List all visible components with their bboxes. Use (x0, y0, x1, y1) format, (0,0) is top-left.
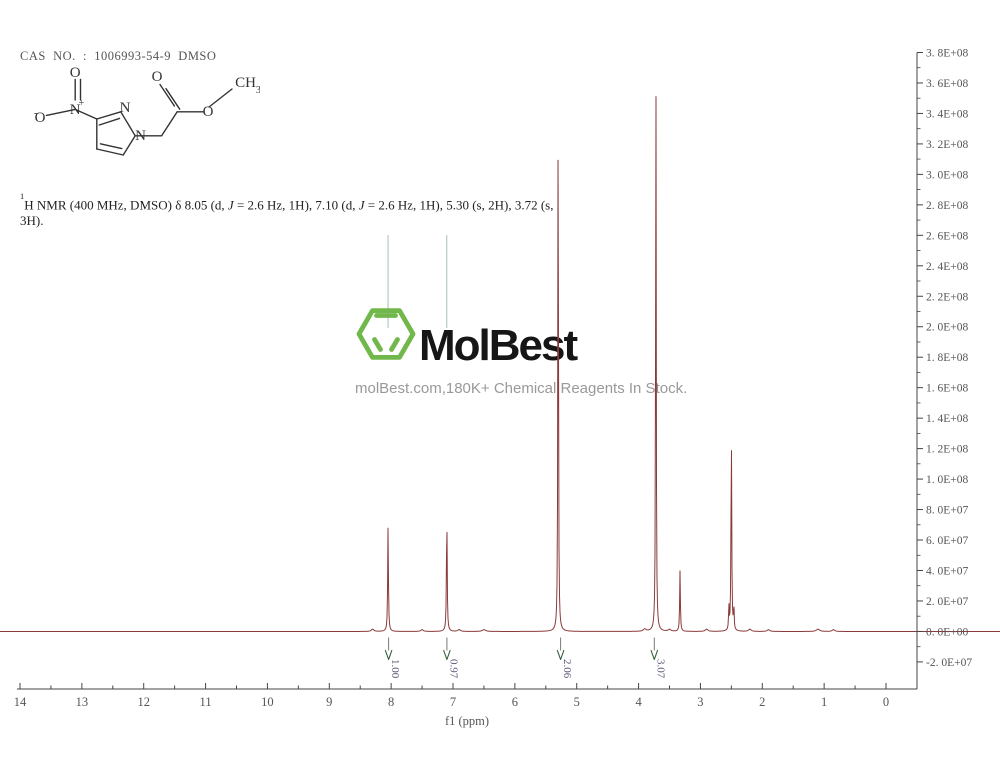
svg-text:1. 4E+08: 1. 4E+08 (926, 413, 969, 425)
svg-text:3. 6E+08: 3. 6E+08 (926, 78, 969, 90)
svg-text:3. 0E+08: 3. 0E+08 (926, 169, 969, 181)
svg-text:13: 13 (76, 695, 89, 709)
svg-text:-2. 0E+07: -2. 0E+07 (926, 657, 972, 669)
svg-text:1: 1 (821, 695, 827, 709)
svg-text:3.07: 3.07 (655, 659, 667, 679)
svg-text:1. 2E+08: 1. 2E+08 (926, 444, 969, 456)
svg-text:2. 4E+08: 2. 4E+08 (926, 261, 969, 273)
svg-text:3: 3 (697, 695, 703, 709)
svg-text:8. 0E+07: 8. 0E+07 (926, 505, 969, 517)
svg-text:14: 14 (14, 695, 27, 709)
svg-text:3. 2E+08: 3. 2E+08 (926, 139, 969, 151)
svg-text:f1 (ppm): f1 (ppm) (445, 714, 489, 728)
svg-text:1. 8E+08: 1. 8E+08 (926, 352, 969, 364)
svg-text:11: 11 (200, 695, 212, 709)
svg-text:12: 12 (137, 695, 150, 709)
svg-text:9: 9 (326, 695, 332, 709)
svg-text:2. 0E+08: 2. 0E+08 (926, 322, 969, 334)
svg-text:6. 0E+07: 6. 0E+07 (926, 535, 969, 547)
svg-text:2: 2 (759, 695, 765, 709)
svg-text:5: 5 (574, 695, 580, 709)
svg-text:7: 7 (450, 695, 456, 709)
svg-text:1. 0E+08: 1. 0E+08 (926, 474, 969, 486)
svg-text:2. 0E+07: 2. 0E+07 (926, 596, 969, 608)
svg-text:4: 4 (635, 695, 642, 709)
svg-text:0: 0 (883, 695, 889, 709)
svg-text:10: 10 (261, 695, 274, 709)
svg-text:0. 0E+00: 0. 0E+00 (926, 626, 969, 638)
svg-text:1.00: 1.00 (389, 659, 401, 679)
svg-text:2. 6E+08: 2. 6E+08 (926, 230, 969, 242)
svg-text:8: 8 (388, 695, 394, 709)
svg-text:2.06: 2.06 (561, 659, 573, 679)
svg-text:2. 2E+08: 2. 2E+08 (926, 291, 969, 303)
svg-text:1. 6E+08: 1. 6E+08 (926, 383, 969, 395)
svg-text:MolBest: MolBest (419, 321, 578, 370)
svg-text:4. 0E+07: 4. 0E+07 (926, 565, 969, 577)
svg-text:6: 6 (512, 695, 518, 709)
svg-text:molBest.com,180K+ Chemical Rea: molBest.com,180K+ Chemical Reagents In S… (355, 380, 687, 397)
svg-text:2. 8E+08: 2. 8E+08 (926, 200, 969, 212)
svg-text:3. 8E+08: 3. 8E+08 (926, 48, 969, 60)
svg-text:3. 4E+08: 3. 4E+08 (926, 108, 969, 120)
svg-text:0.97: 0.97 (447, 659, 459, 679)
